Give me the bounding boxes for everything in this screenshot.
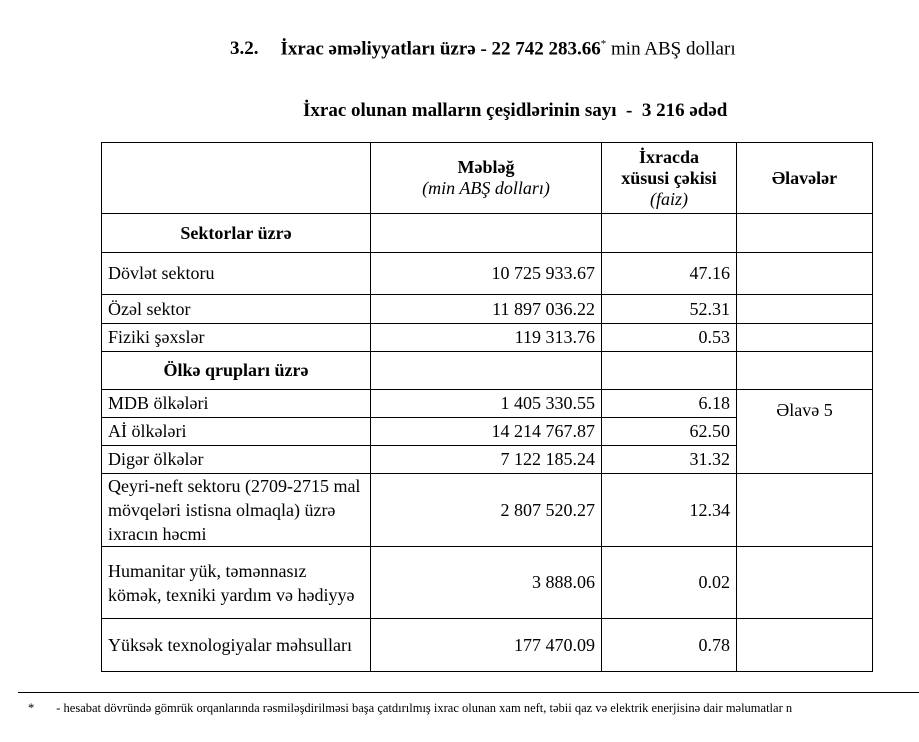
appendix-cell: Əlavə 5 xyxy=(736,389,873,474)
export-table: Məbləğ (min ABŞ dolları) İxracda xüsusi çə… xyxy=(101,142,873,672)
amount-header: Məbləğ (min ABŞ dolları) xyxy=(370,142,602,214)
table-row: Qeyri-neft sektoru (2709-2715 mal mövqel… xyxy=(101,473,873,547)
table-row: Humanitar yük, təmənnasız kömək, texniki… xyxy=(101,546,873,619)
section-title: 3.2. İxrac əməliyyatları üzrə - 22 742 28… xyxy=(230,38,736,60)
header-row: Məbləğ (min ABŞ dolları) İxracda xüsusi çə… xyxy=(101,142,873,214)
footnote: * - hesabat dövründə gömrük orqanlarında … xyxy=(28,701,793,715)
notes-header: Əlavələr xyxy=(736,142,873,214)
section-row: Sektorlar üzrə xyxy=(101,213,873,253)
table-row: Digər ölkələr 7 122 185.24 31.32 xyxy=(101,445,873,474)
subtitle: İxrac olunan malların çeşidlərinin sayı … xyxy=(303,100,728,121)
table-row: Yüksək texnologiyalar məhsulları 177 470.… xyxy=(101,618,873,672)
share-header: İxracda xüsusi çəkisi (faiz) xyxy=(601,142,737,214)
section-row: Ölkə qrupları üzrə xyxy=(101,351,873,390)
table-row: Dövlət sektoru 10 725 933.67 47.16 xyxy=(101,252,873,295)
table-row: MDB ölkələri 1 405 330.55 6.18 Əlavə 5 xyxy=(101,389,873,474)
table-row: Aİ ölkələri 14 214 767.87 62.50 xyxy=(101,417,873,446)
table-row: Özəl sektor 11 897 036.22 52.31 xyxy=(101,294,873,324)
footnote-divider xyxy=(18,692,919,693)
table-row: Fiziki şəxslər 119 313.76 0.53 xyxy=(101,323,873,352)
